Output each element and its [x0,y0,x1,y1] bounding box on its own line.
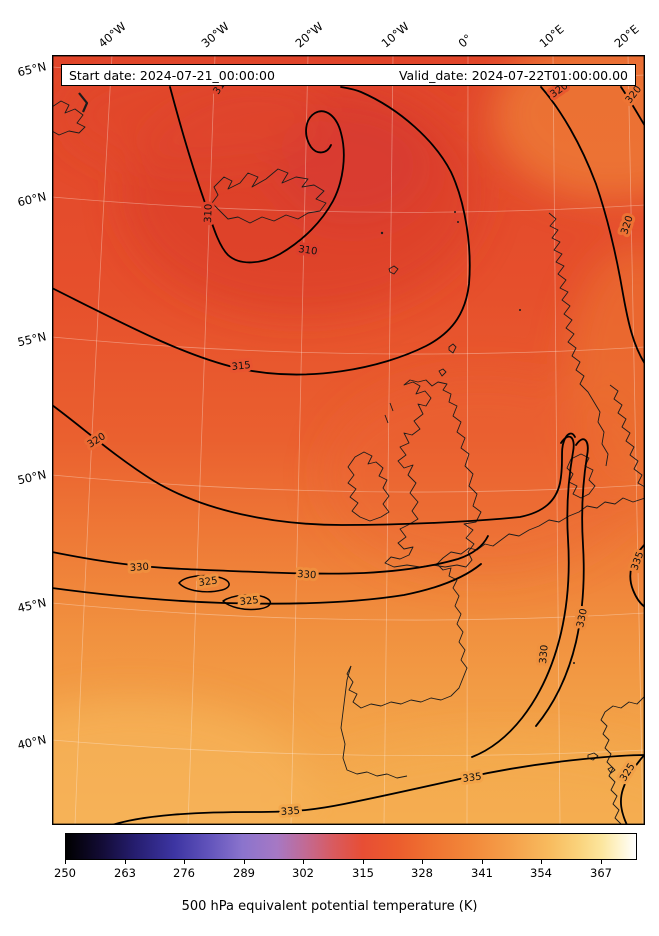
lat-tick-label: 60°N [16,189,48,210]
colorbar-tick-label: 328 [411,866,433,880]
small-islands [380,211,575,664]
start-date-text: Start date: 2024-07-21_00:00:00 [69,67,275,83]
date-annotation-bar: Start date: 2024-07-21_00:00:00 Valid_da… [61,64,636,86]
contour-label-330: 330 [297,569,317,581]
colorbar-tick [541,860,542,864]
colorbar-tick-label: 367 [590,866,612,880]
lat-tick-label: 65°N [16,59,48,80]
colorbar [65,833,637,860]
contour-330-west-a [52,535,489,575]
colorbar-tick-label: 354 [530,866,552,880]
colorbar-tick [482,860,483,864]
contour-325-oval-a [178,574,230,593]
contour-315 [52,86,471,376]
coastline-ireland [347,451,390,522]
coastline-spain-east [600,695,645,825]
coastline-great-britain [384,379,482,568]
colorbar-tick [184,860,185,864]
coastline-continental-europe [346,497,645,709]
lon-tick-label: 10°W [378,19,412,51]
lon-tick-label: 0° [455,31,475,51]
lat-tick-label: 50°N [16,467,48,488]
contour-335-south [111,754,645,825]
lat-tick-label: 40°N [16,732,48,753]
colorbar-tick-label: 315 [352,866,374,880]
contour-320-northeast [540,86,645,365]
colorbar-tick [244,860,245,864]
contour-330-east-a [471,435,575,758]
contour-325-southeast [620,753,645,825]
valid-date-text: Valid_date: 2024-07-22T01:00:00.00 [398,67,628,83]
coastline-orkney [438,368,447,377]
contour-label-325: 325 [239,595,259,608]
contour-label-330: 330 [538,644,551,664]
lat-tick-label: 55°N [16,329,48,350]
lon-tick-label: 10°E [536,21,567,51]
coastline-iceland [211,168,327,224]
coastline-greenland-mark [78,92,89,113]
coastline-hebrides [384,402,394,424]
coastlines [52,92,645,825]
map-panel: 310 310 310 315 320 320 320 320 330 330 … [52,55,645,825]
contour-320-corner [620,86,645,127]
lon-tick-label: 40°W [95,19,129,51]
lon-tick-label: 30°W [198,19,232,51]
contour-310 [169,86,345,264]
contour-label-330: 330 [129,562,149,574]
colorbar-tick [363,860,364,864]
contour-330-east-b [535,438,589,727]
lat-tick-label: 45°N [16,595,48,616]
colorbar-tick [422,860,423,864]
coastline-baltic [609,384,645,488]
coastline-portugal [340,665,408,779]
colorbar-tick-label: 263 [114,866,136,880]
colorbar-tick-label: 276 [173,866,195,880]
colorbar-tick [601,860,602,864]
coastline-greenland-tip [52,100,86,136]
coastline-norway [548,212,609,467]
map-frame [52,55,645,825]
lon-tick-label: 20°W [292,19,326,51]
colorbar-tick [125,860,126,864]
contour-325-oval-b [222,594,271,611]
contour-335-east [629,543,645,608]
contour-320 [52,404,576,526]
colorbar-tick-label: 341 [471,866,493,880]
colorbar-tick-label: 289 [233,866,255,880]
lon-tick-label: 20°E [611,21,642,51]
map-canvas: 310 310 310 315 320 320 320 320 330 330 … [52,55,645,825]
coastline-denmark [566,453,596,499]
contour-label-310: 310 [203,204,215,223]
contour-label-335: 335 [280,806,300,818]
coastline-faroe-islands [388,265,399,275]
colorbar-tick [65,860,66,864]
colorbar-tick-label: 250 [54,866,76,880]
contour-330-west-b [52,563,482,605]
coastline-shetland [448,343,457,354]
contours [52,86,645,825]
colorbar-caption: 500 hPa equivalent potential temperature… [181,899,478,914]
colorbar-tick-label: 302 [292,866,314,880]
contour-label-315: 315 [231,360,251,373]
colorbar-tick [303,860,304,864]
